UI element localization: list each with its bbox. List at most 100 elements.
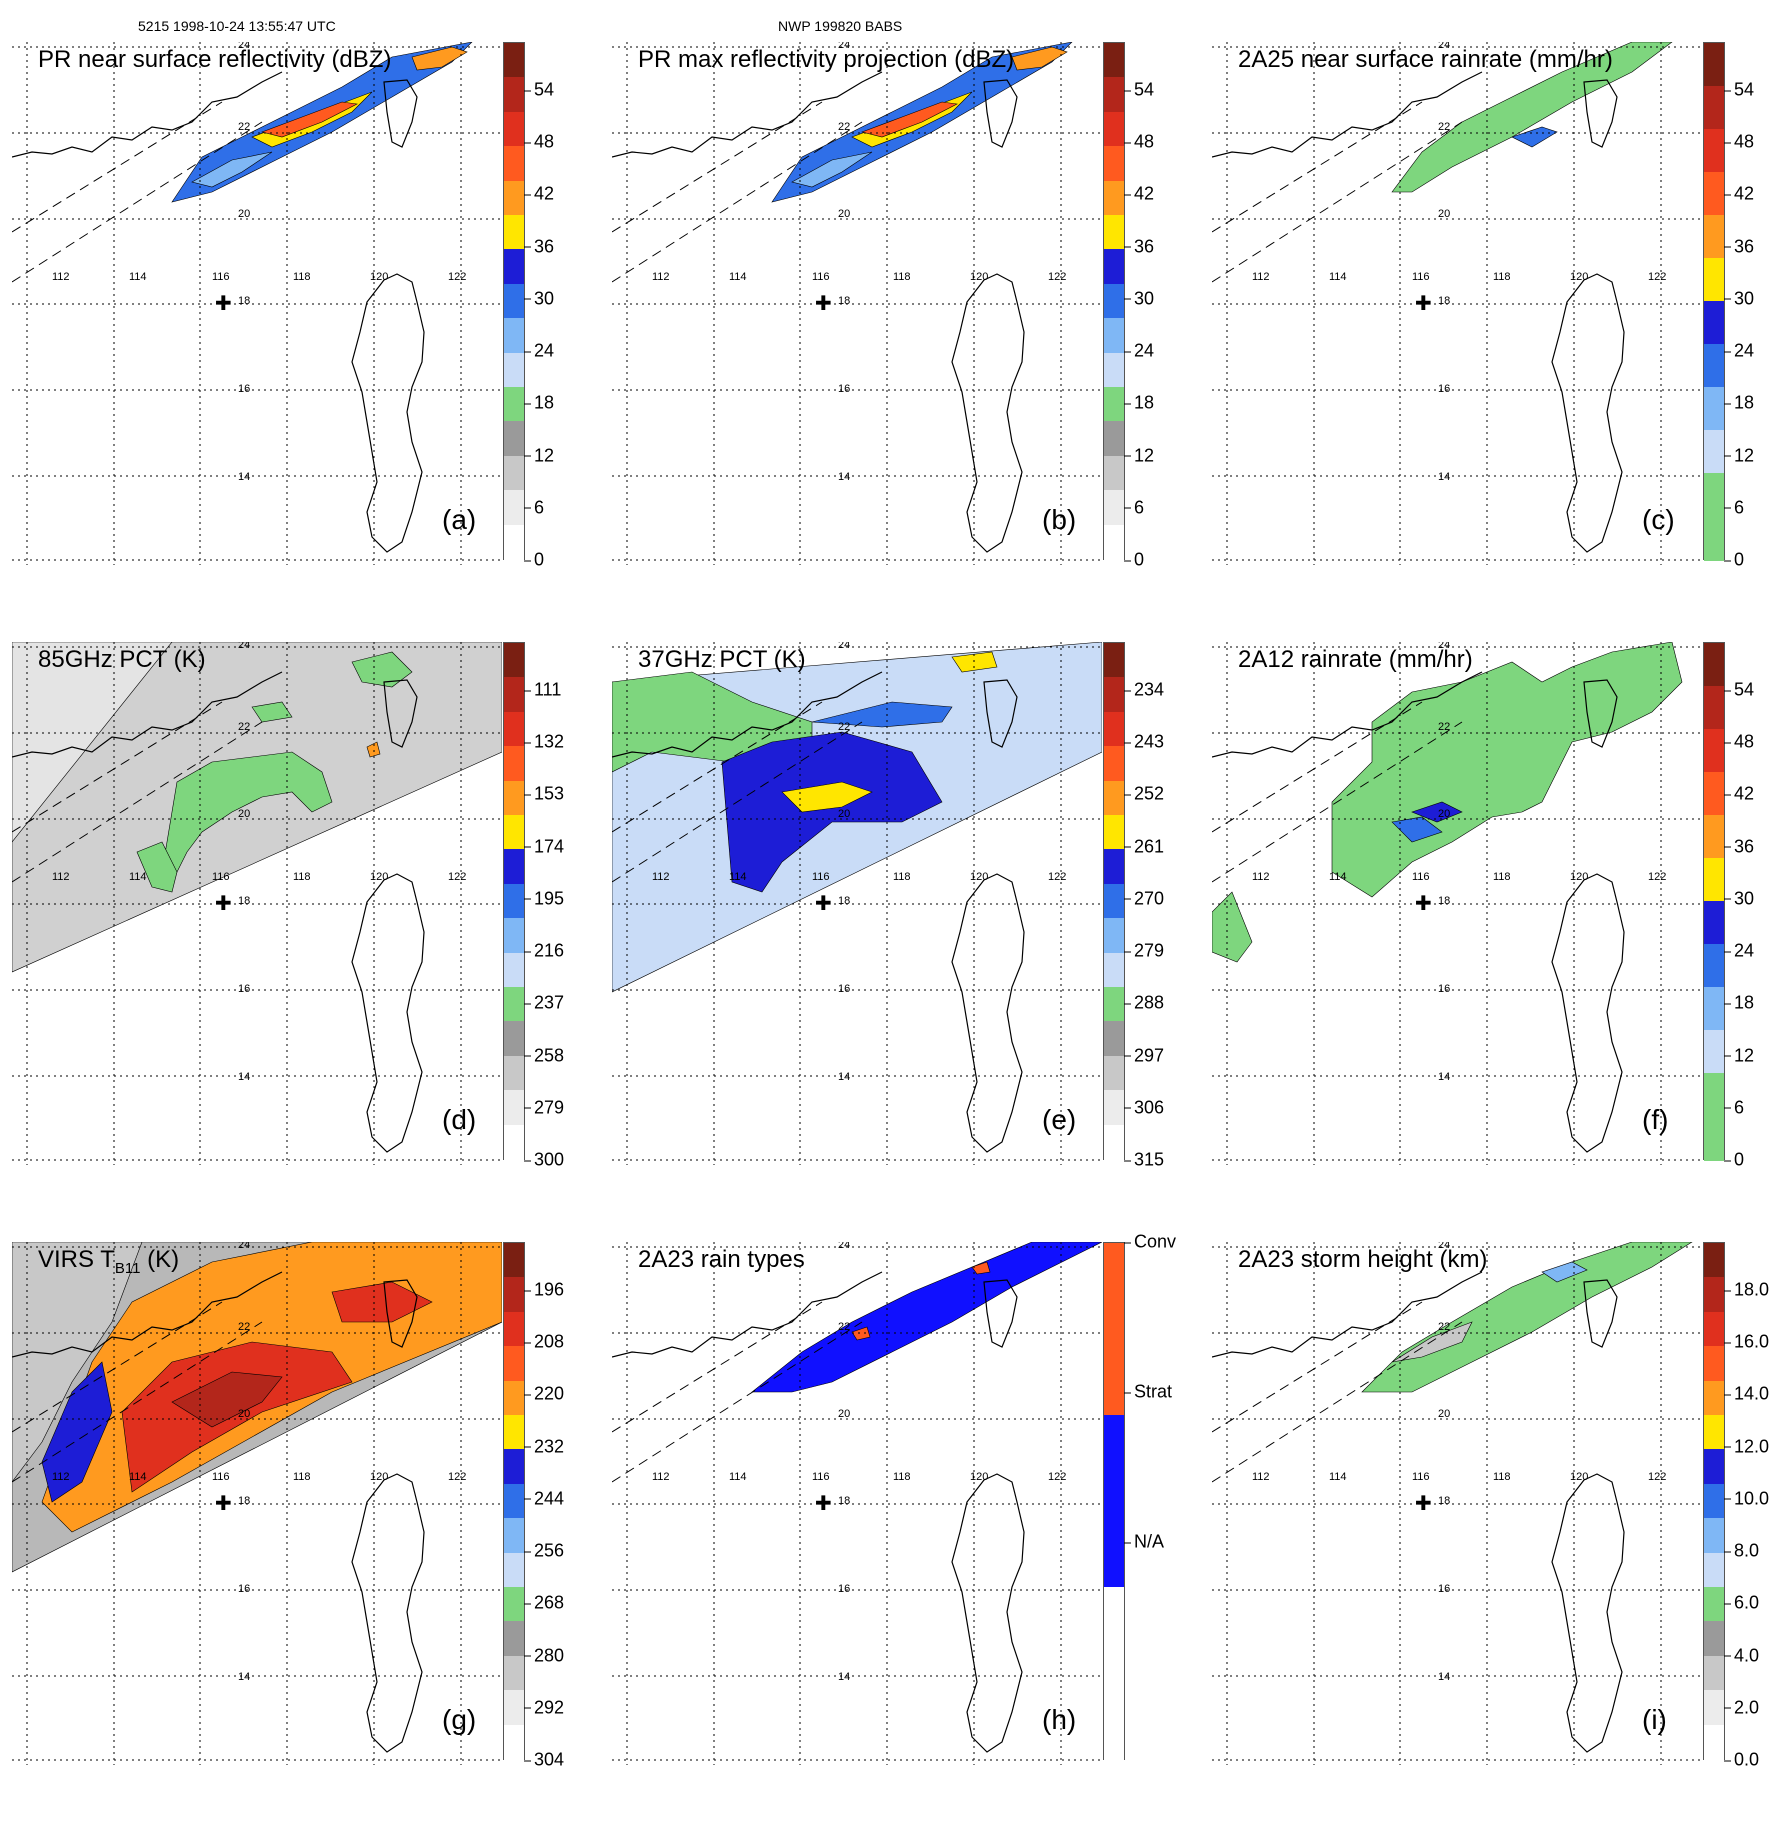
- colorbar-segment: [1704, 643, 1724, 688]
- colorbar-segment: [504, 952, 524, 989]
- map-plot-i: 112 114 116 118 120 122 24 22 20 18 16 14 ✚: [1212, 1242, 1702, 1765]
- colorbar-tick-label: 24: [1723, 940, 1755, 961]
- panel-a: 112 114 116 118 120 122 24 22 20 18 16 14 ✚ PR near s…: [12, 42, 602, 622]
- data-region-d-1: [12, 642, 173, 843]
- colorbar-tick-label: 6: [1723, 497, 1745, 518]
- colorbar-tick-label: 220: [523, 1383, 565, 1404]
- china-coastline: [12, 71, 283, 158]
- lon-label: 118: [293, 271, 311, 283]
- colorbar-segment: [1704, 858, 1724, 903]
- colorbar-tick-label: 268: [523, 1592, 565, 1613]
- panel-title: 2A23 rain types: [638, 1246, 805, 1274]
- taiwan-coastline: [983, 79, 1018, 148]
- colorbar: [1703, 642, 1725, 1161]
- colorbar-segment: [1704, 1449, 1724, 1486]
- colorbar-segment: [504, 77, 524, 114]
- panel-title-subscript: B11: [114, 1259, 141, 1277]
- lat-label: 24: [838, 42, 850, 51]
- data-region-i-1: [1391, 1321, 1473, 1363]
- colorbar-tick-label: 234: [1123, 679, 1165, 700]
- map-plot-e: 112 114 116 118 120 122 24 22 20 18 16 14 ✚: [612, 642, 1102, 1165]
- panel-title: 2A12 rainrate (mm/hr): [1238, 646, 1473, 674]
- colorbar-segment: [1704, 301, 1724, 346]
- colorbar-segment: [504, 421, 524, 458]
- lat-label: 24: [238, 642, 250, 651]
- lon-label: 122: [448, 271, 466, 283]
- colorbar-tick-label: 6: [1123, 497, 1145, 518]
- lon-label: 116: [212, 271, 230, 283]
- data-region-g-6: [331, 1281, 433, 1323]
- colorbar-tick-label: 30: [1723, 288, 1755, 309]
- colorbar-tick-label: 36: [1723, 836, 1755, 857]
- lat-label: 22: [1438, 721, 1450, 733]
- lon-label: 112: [652, 871, 670, 883]
- map-plot-d: 112 114 116 118 120 122 24 22 20 18 16 14 ✚: [12, 642, 502, 1165]
- colorbar: [503, 642, 525, 1161]
- lon-label: 118: [293, 871, 311, 883]
- china-coastline: [1212, 671, 1483, 758]
- colorbar-tick-label: 258: [523, 1045, 565, 1066]
- lat-label: 22: [838, 1321, 850, 1333]
- colorbar-segment: [1104, 215, 1124, 251]
- taiwan-coastline: [1583, 79, 1618, 148]
- colorbar-segment: [1104, 146, 1124, 183]
- lon-label: 120: [970, 1471, 988, 1483]
- lat-label: 16: [238, 983, 250, 995]
- colorbar-tick-label: N/A: [1123, 1531, 1165, 1552]
- colorbar-tick-label: 4.0: [1723, 1645, 1760, 1666]
- colorbar-segment: [504, 318, 524, 355]
- taiwan-coastline: [1583, 679, 1618, 748]
- taiwan-coastline: [983, 1279, 1018, 1348]
- storm-center-marker: ✚: [815, 1491, 832, 1515]
- colorbar-segment: [504, 146, 524, 183]
- panel-title-text: VIRS T: [38, 1246, 115, 1273]
- taiwan-coastline: [383, 79, 418, 148]
- china-coastline: [1212, 1271, 1483, 1358]
- lat-label: 14: [238, 471, 250, 483]
- swath-edge-line: [1212, 1301, 1423, 1433]
- colorbar-tick-label: 6.0: [1723, 1592, 1760, 1613]
- swath-edge-line: [612, 1301, 823, 1433]
- colorbar-tick-label: 6: [523, 497, 545, 518]
- colorbar-segment: [504, 1621, 524, 1658]
- colorbar-segment: [1104, 43, 1124, 79]
- lon-label: 118: [1493, 1471, 1511, 1483]
- colorbar-tick-label: 54: [1723, 79, 1755, 100]
- lon-label: 112: [1252, 271, 1270, 283]
- colorbar-tick-label: 36: [523, 236, 555, 257]
- map-plot-h: 112 114 116 118 120 122 24 22 20 18 16 14 ✚: [612, 1242, 1102, 1765]
- map-plot-a: 112 114 116 118 120 122 24 22 20 18 16 14 ✚: [12, 42, 502, 565]
- swath-edge-line: [612, 701, 823, 833]
- colorbar: [1103, 642, 1125, 1161]
- data-region-c-1: [1511, 126, 1558, 148]
- storm-center-marker: ✚: [815, 291, 832, 315]
- lat-label: 18: [1438, 295, 1450, 307]
- luzon-coastline: [951, 873, 1025, 1153]
- colorbar-tick-label: 12.0: [1723, 1436, 1770, 1457]
- colorbar-tick-label: 2.0: [1723, 1697, 1760, 1718]
- lat-label: 16: [238, 1583, 250, 1595]
- china-coastline: [12, 1271, 283, 1358]
- colorbar-segment: [504, 677, 524, 714]
- colorbar-segment: [504, 1483, 524, 1520]
- panel-title-tail: (K): [140, 1246, 180, 1273]
- data-region-d-0: [12, 642, 502, 973]
- colorbar-segment: [1104, 387, 1124, 423]
- swath-edge-line: [612, 121, 863, 283]
- panel-letter: (c): [1642, 504, 1675, 535]
- colorbar-tick-label: 18: [1723, 392, 1755, 413]
- lon-label: 122: [1648, 271, 1666, 283]
- colorbar-segment: [1104, 318, 1124, 355]
- swath-edge-line: [612, 101, 823, 233]
- colorbar-segment: [504, 1724, 524, 1761]
- taiwan-coastline: [1583, 1279, 1618, 1348]
- lon-label: 114: [1329, 871, 1347, 883]
- colorbar-segment: [1104, 111, 1124, 148]
- colorbar-segment: [1104, 283, 1124, 320]
- colorbar-segment: [504, 111, 524, 148]
- colorbar-segment: [1704, 344, 1724, 389]
- colorbar-segment: [504, 490, 524, 527]
- lat-label: 20: [838, 808, 850, 820]
- storm-center-marker: ✚: [215, 1491, 232, 1515]
- colorbar-tick-label: 54: [523, 79, 555, 100]
